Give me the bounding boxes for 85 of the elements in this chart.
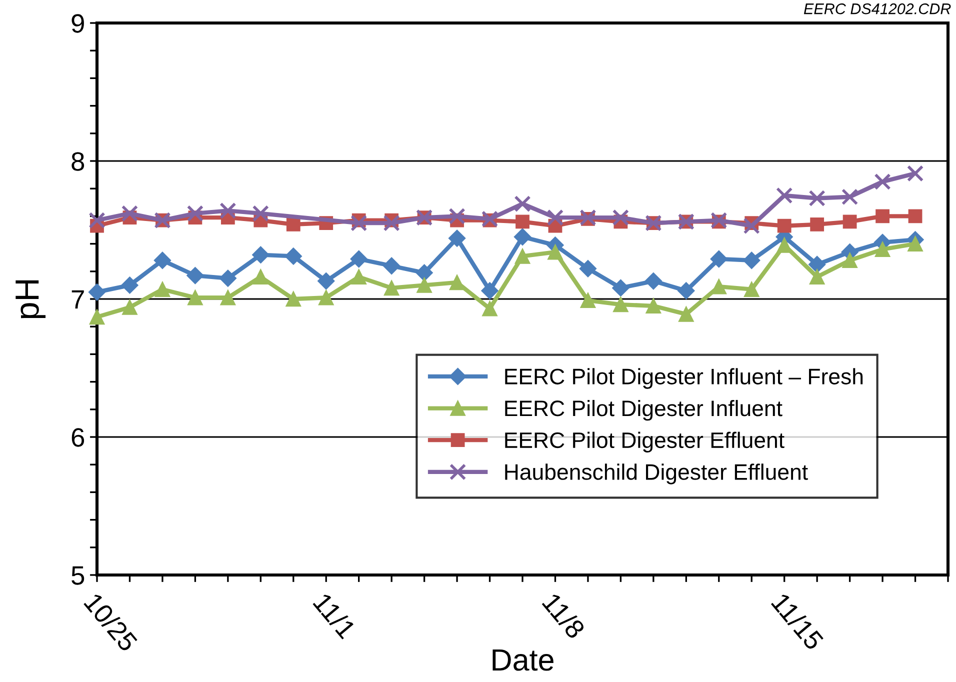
legend-label: Haubenschild Digester Effluent [505, 464, 808, 484]
point [186, 205, 204, 222]
point [776, 187, 793, 204]
y-tick-label: 9 [72, 14, 84, 33]
point [808, 256, 826, 274]
legend-label: EERC Pilot Digester Influent [505, 400, 782, 421]
point [516, 214, 530, 229]
point [842, 214, 857, 229]
point [678, 282, 695, 300]
point [384, 280, 400, 296]
point [121, 276, 138, 294]
point [252, 246, 270, 264]
point [416, 278, 432, 293]
point [88, 284, 106, 301]
point [743, 218, 760, 234]
point [809, 269, 825, 285]
point [383, 214, 400, 232]
point [350, 250, 368, 268]
point [188, 290, 203, 306]
y-tick-label: 7 [72, 290, 84, 309]
x-tick-label: 11/8 [542, 592, 586, 640]
point [219, 270, 236, 287]
point [744, 282, 760, 297]
legend-label: EERC Pilot Digester Effluent [505, 432, 784, 452]
point [88, 212, 106, 229]
point [220, 202, 236, 220]
y-tick-label: 8 [72, 152, 84, 171]
point [514, 248, 530, 264]
point [579, 260, 597, 278]
point [252, 205, 269, 222]
point [743, 252, 760, 269]
point [906, 165, 924, 182]
y-tick-label: 5 [72, 566, 84, 585]
point [514, 195, 531, 212]
point [89, 309, 105, 325]
point [286, 218, 300, 232]
point [874, 242, 890, 257]
point [646, 298, 662, 314]
point [154, 252, 172, 269]
point [186, 266, 204, 284]
point [318, 290, 334, 306]
point [286, 291, 302, 307]
point [777, 218, 792, 233]
point [908, 209, 922, 224]
point [711, 278, 727, 294]
y-tick-label: 6 [72, 428, 84, 447]
point [284, 248, 302, 265]
point [482, 301, 498, 316]
point [546, 209, 564, 226]
text: EERC DS41202.CDR [804, 3, 951, 14]
point [220, 290, 236, 306]
point [154, 282, 170, 297]
point [318, 272, 335, 290]
point [481, 282, 498, 300]
point [122, 300, 138, 315]
point [449, 274, 465, 290]
point [776, 238, 792, 253]
point [808, 190, 826, 207]
y-axis-title: pH [16, 280, 46, 318]
point [580, 209, 596, 226]
point [121, 205, 138, 222]
point [613, 296, 628, 312]
point [612, 279, 630, 297]
point [644, 272, 662, 290]
point [253, 269, 268, 285]
point [612, 209, 630, 226]
point [810, 218, 824, 232]
point [548, 244, 563, 260]
x-axis-title: Date [492, 649, 554, 671]
point [678, 306, 694, 322]
point [351, 269, 366, 285]
point [514, 228, 532, 246]
point [448, 230, 466, 247]
point [350, 214, 368, 232]
point [908, 236, 923, 252]
point [580, 292, 596, 308]
point [842, 252, 858, 268]
point [383, 257, 400, 274]
point [710, 250, 728, 268]
point [416, 264, 433, 282]
point [874, 173, 891, 190]
legend-label: EERC Pilot Digester Influent – Fresh [505, 368, 863, 389]
point [448, 208, 466, 225]
point [876, 209, 890, 224]
point [841, 188, 858, 206]
